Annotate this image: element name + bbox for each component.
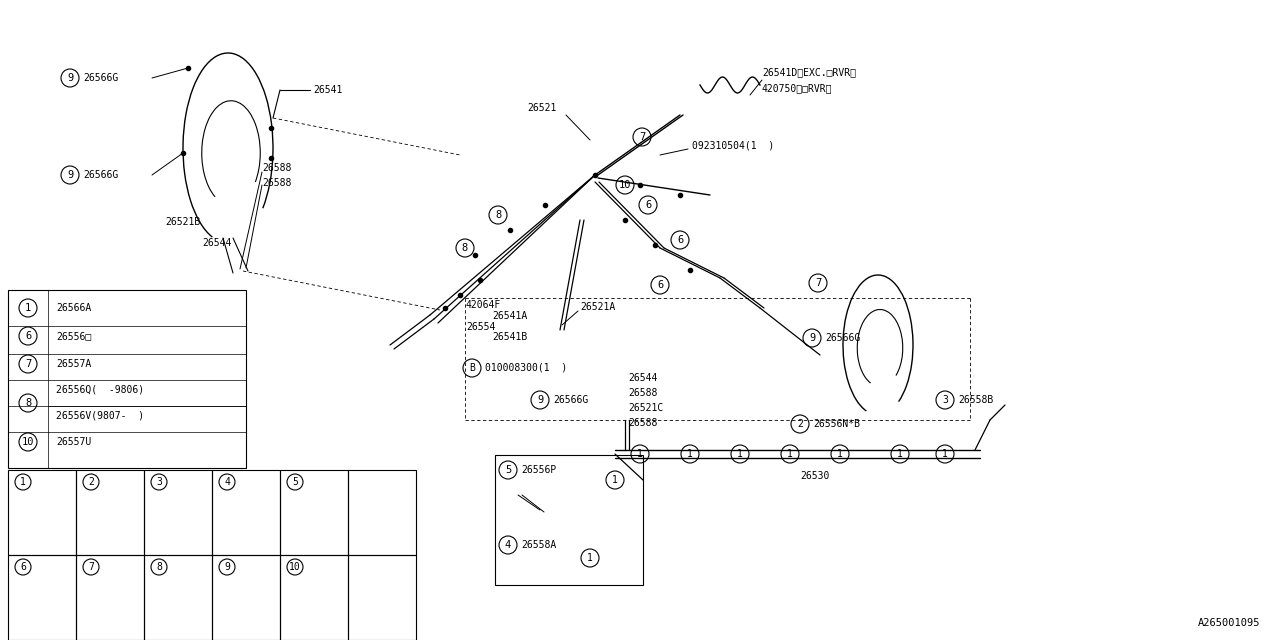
Text: 1: 1 (737, 449, 742, 459)
Text: 3: 3 (156, 477, 163, 487)
Text: 9: 9 (536, 395, 543, 405)
Text: 26588: 26588 (628, 388, 658, 398)
Text: 1: 1 (942, 449, 948, 459)
Text: 26521A: 26521A (580, 302, 616, 312)
Text: 26530: 26530 (800, 471, 829, 481)
Text: 26557U: 26557U (56, 437, 91, 447)
Text: 420750〈□RVR〉: 420750〈□RVR〉 (762, 83, 832, 93)
Text: 6: 6 (24, 331, 31, 341)
Text: 26521C: 26521C (628, 403, 663, 413)
Text: 6: 6 (645, 200, 652, 210)
Bar (8, 470, 76, 555)
Text: 26541B: 26541B (492, 332, 527, 342)
Text: A265001095: A265001095 (1198, 618, 1260, 628)
Text: 9: 9 (809, 333, 815, 343)
Text: 6: 6 (657, 280, 663, 290)
Bar (143, 555, 212, 640)
Bar (495, 455, 643, 585)
Text: 092310504(1  ): 092310504(1 ) (692, 140, 774, 150)
Text: 10: 10 (22, 437, 35, 447)
Bar (143, 470, 212, 555)
Text: 1: 1 (24, 303, 31, 313)
Text: 5: 5 (504, 465, 511, 475)
Text: 26541A: 26541A (492, 311, 527, 321)
Text: 26554: 26554 (466, 322, 495, 332)
Bar (212, 470, 280, 555)
Text: 26566G: 26566G (83, 170, 118, 180)
Text: 7: 7 (88, 562, 93, 572)
Text: 26566A: 26566A (56, 303, 91, 313)
Text: 26541D〈EXC.□RVR〉: 26541D〈EXC.□RVR〉 (762, 67, 856, 77)
Text: 2: 2 (88, 477, 93, 487)
Text: 7: 7 (815, 278, 822, 288)
Text: 26556N*B: 26556N*B (813, 419, 860, 429)
Text: 26521: 26521 (527, 103, 557, 113)
Text: 3: 3 (942, 395, 948, 405)
Bar (8, 290, 246, 468)
Text: 1: 1 (837, 449, 844, 459)
Text: 26556□: 26556□ (56, 331, 91, 341)
Text: 6: 6 (20, 562, 26, 572)
Text: 1: 1 (612, 475, 618, 485)
Text: 1: 1 (897, 449, 902, 459)
Text: 26588: 26588 (262, 163, 292, 173)
Text: 7: 7 (24, 359, 31, 369)
Text: 26588: 26588 (628, 418, 658, 428)
Text: 26588: 26588 (262, 178, 292, 188)
Text: 26557A: 26557A (56, 359, 91, 369)
Text: 5: 5 (292, 477, 298, 487)
Text: 1: 1 (687, 449, 692, 459)
Text: 26556Q(  -9806): 26556Q( -9806) (56, 385, 145, 395)
Bar (280, 555, 348, 640)
Text: 9: 9 (67, 170, 73, 180)
Text: 8: 8 (495, 210, 502, 220)
Text: 2: 2 (797, 419, 803, 429)
Bar (76, 555, 143, 640)
Text: 26544: 26544 (628, 373, 658, 383)
Text: 26541: 26541 (314, 85, 342, 95)
Bar (348, 470, 416, 555)
Text: 26566G: 26566G (826, 333, 860, 343)
Text: 4: 4 (224, 477, 230, 487)
Text: 26566G: 26566G (83, 73, 118, 83)
Text: 1: 1 (20, 477, 26, 487)
Text: 9: 9 (67, 73, 73, 83)
Text: 26558B: 26558B (957, 395, 993, 405)
Text: 26544: 26544 (202, 238, 232, 248)
Text: 42064F: 42064F (466, 300, 502, 310)
Text: 1: 1 (588, 553, 593, 563)
Text: 6: 6 (677, 235, 684, 245)
Text: 8: 8 (462, 243, 468, 253)
Text: 26556V(9807-  ): 26556V(9807- ) (56, 411, 145, 421)
Text: B: B (468, 363, 475, 373)
Text: 26558A: 26558A (521, 540, 557, 550)
Text: 8: 8 (156, 562, 163, 572)
Text: 26556P: 26556P (521, 465, 557, 475)
Bar (8, 555, 76, 640)
Bar (280, 470, 348, 555)
Text: 10: 10 (289, 562, 301, 572)
Text: 9: 9 (224, 562, 230, 572)
Text: 10: 10 (618, 180, 631, 190)
Text: 8: 8 (24, 398, 31, 408)
Bar (348, 555, 416, 640)
Text: 010008300(1  ): 010008300(1 ) (485, 363, 567, 373)
Bar (212, 555, 280, 640)
Text: 4: 4 (504, 540, 511, 550)
Text: 26566G: 26566G (553, 395, 589, 405)
Text: 26521B: 26521B (165, 217, 200, 227)
Text: 1: 1 (787, 449, 792, 459)
Text: 7: 7 (639, 132, 645, 142)
Text: 1: 1 (637, 449, 643, 459)
Bar (76, 470, 143, 555)
